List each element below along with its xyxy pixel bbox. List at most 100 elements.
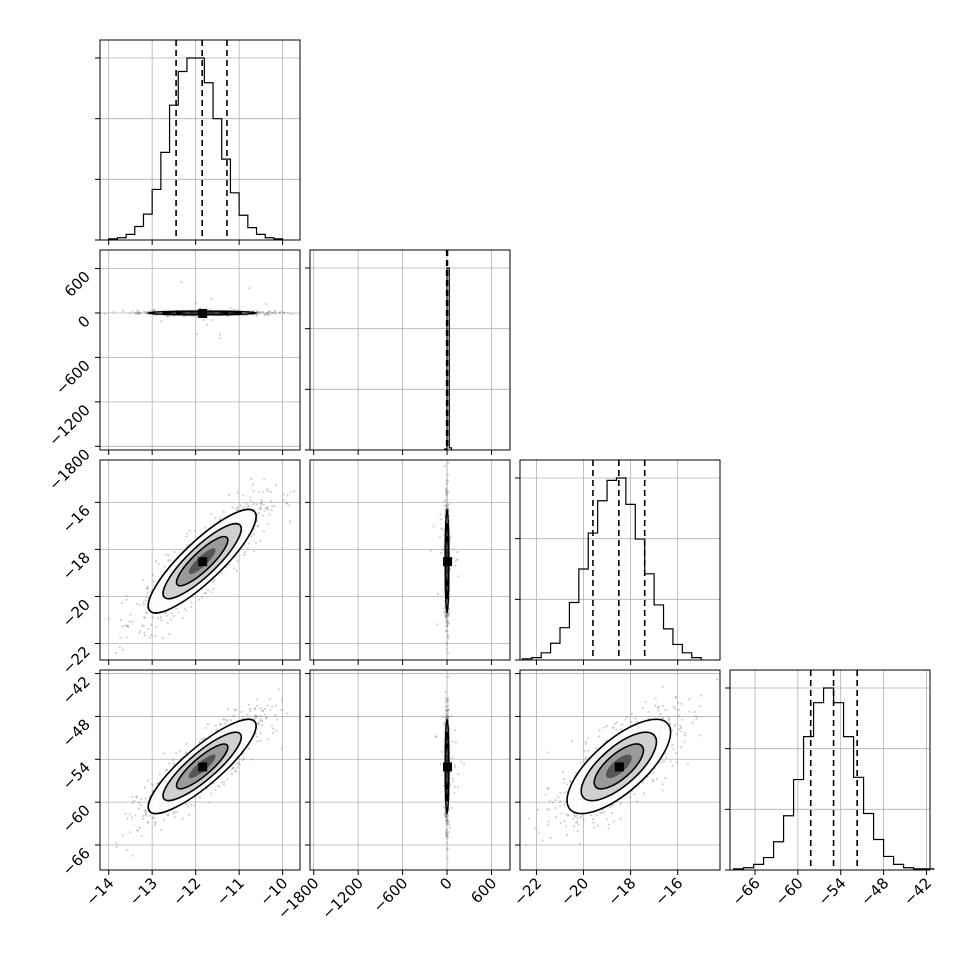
scatter-point — [247, 505, 250, 508]
scatter-point — [278, 311, 281, 314]
scatter-point — [559, 800, 562, 803]
scatter-point — [259, 311, 262, 314]
scatter-point — [234, 769, 237, 772]
scatter-point — [251, 504, 254, 507]
scatter-point — [198, 740, 201, 744]
scatter-point — [222, 510, 226, 513]
scatter-point — [128, 312, 131, 315]
scatter-point — [275, 729, 278, 732]
scatter-point — [667, 716, 670, 719]
scatter-point — [151, 309, 154, 312]
scatter-point — [243, 505, 246, 509]
scatter-point — [167, 553, 170, 557]
scatter-point — [144, 599, 148, 602]
scatter-point — [242, 752, 245, 755]
scatter-point — [202, 318, 205, 322]
scatter-point — [446, 652, 450, 655]
scatter-point — [159, 616, 163, 619]
scatter-point — [232, 766, 235, 769]
scatter-point — [444, 697, 447, 700]
scatter-point — [564, 825, 568, 828]
scatter-point — [253, 717, 256, 721]
scatter-point — [445, 493, 448, 496]
scatter-point — [173, 811, 176, 814]
scatter-point — [447, 611, 451, 614]
scatter-point — [135, 602, 139, 606]
scatter-point — [446, 814, 450, 817]
scatter-point — [619, 817, 622, 820]
scatter-point — [698, 734, 701, 737]
scatter-point — [200, 738, 203, 741]
scatter-point — [282, 311, 286, 314]
scatter-point — [226, 778, 229, 781]
scatter-point — [456, 786, 460, 789]
scatter-point — [445, 828, 448, 831]
scatter-point — [579, 761, 582, 764]
scatter-point — [144, 311, 147, 314]
scatter-point — [273, 311, 276, 314]
scatter-point — [445, 615, 448, 618]
scatter-point — [446, 848, 449, 851]
scatter-point — [175, 607, 178, 610]
scatter-point — [447, 709, 450, 712]
scatter-point — [446, 473, 450, 476]
scatter-point — [445, 816, 448, 819]
scatter-point — [240, 710, 243, 713]
scatter-point — [259, 539, 262, 543]
scatter-point — [138, 312, 141, 315]
scatter-point — [445, 830, 448, 833]
scatter-point — [286, 494, 289, 497]
scatter-point — [142, 815, 145, 818]
scatter-point — [120, 601, 124, 605]
scatter-point — [138, 312, 141, 315]
scatter-point — [448, 621, 451, 625]
scatter-point — [126, 848, 129, 852]
scatter-point — [445, 814, 448, 817]
scatter-point — [524, 844, 527, 847]
scatter-point — [245, 502, 248, 506]
scatter-point — [140, 797, 143, 800]
scatter-point — [145, 312, 148, 315]
scatter-point — [444, 612, 447, 616]
scatter-point — [439, 513, 442, 516]
scatter-point — [444, 630, 447, 633]
scatter-point — [163, 565, 166, 568]
scatter-point — [446, 615, 449, 618]
scatter-point — [153, 308, 156, 311]
scatter-point — [561, 770, 565, 773]
scatter-point — [141, 624, 144, 627]
scatter-point — [229, 306, 232, 310]
scatter-point — [263, 312, 266, 316]
scatter-point — [115, 842, 118, 845]
scatter-point — [145, 611, 148, 615]
scatter-point — [140, 835, 143, 838]
scatter-point — [435, 735, 438, 738]
scatter-point — [162, 752, 165, 755]
scatter-point — [139, 629, 142, 632]
scatter-point — [249, 709, 252, 713]
scatter-point — [271, 505, 274, 508]
scatter-point — [445, 648, 448, 651]
scatter-point — [444, 811, 447, 815]
scatter-point — [266, 488, 269, 491]
scatter-point — [144, 813, 148, 816]
scatter-point — [156, 617, 160, 620]
scatter-point — [444, 614, 447, 617]
scatter-point — [445, 641, 448, 644]
scatter-point — [164, 553, 168, 556]
scatter-point — [257, 723, 260, 726]
scatter-point — [232, 309, 235, 312]
scatter-point — [150, 782, 153, 786]
scatter-point — [222, 780, 226, 784]
scatter-point — [236, 506, 239, 509]
scatter-point — [603, 726, 606, 729]
scatter-point — [579, 816, 583, 819]
scatter-point — [144, 813, 147, 816]
scatter-point — [274, 312, 277, 315]
scatter-point — [122, 648, 125, 651]
scatter-point — [289, 491, 292, 494]
scatter-point — [246, 505, 249, 508]
scatter-point — [128, 620, 131, 623]
scatter-point — [131, 801, 134, 804]
scatter-point — [156, 782, 159, 785]
